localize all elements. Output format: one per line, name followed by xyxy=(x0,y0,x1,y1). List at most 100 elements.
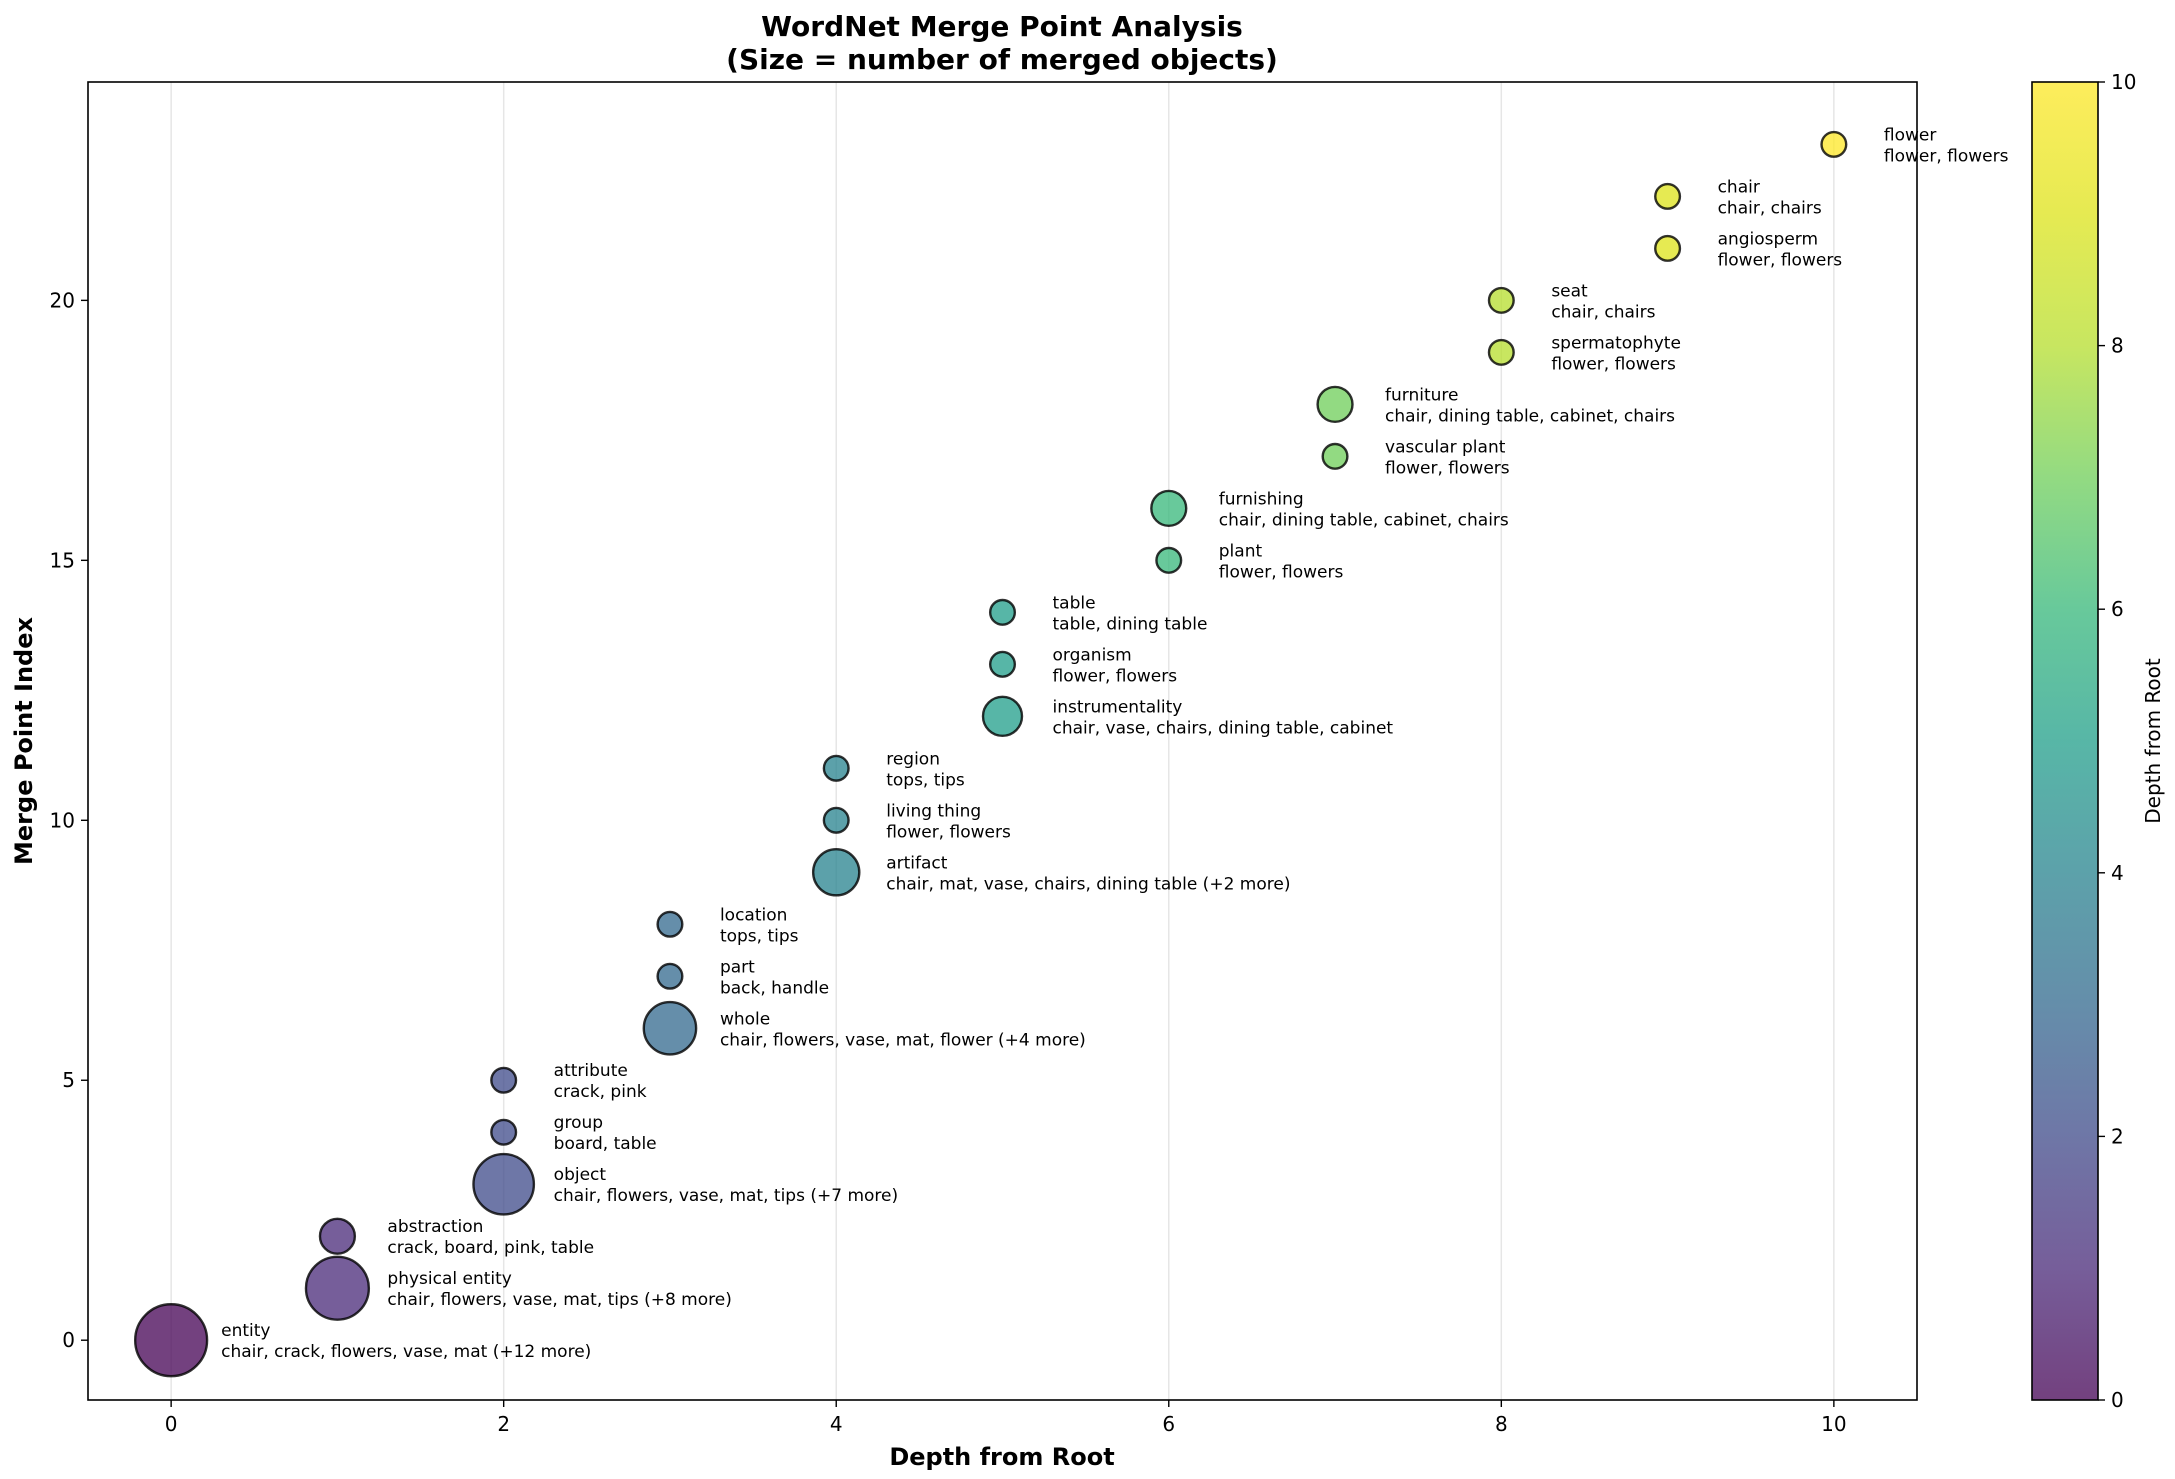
chart-subtitle: (Size = number of merged objects) xyxy=(726,43,1278,76)
point-label-name: chair xyxy=(1718,177,1760,197)
data-point xyxy=(656,962,684,990)
point-label-name: location xyxy=(720,905,787,925)
plot-frame xyxy=(87,81,1918,1401)
point-label-objects: chair, flowers, vase, mat, tips (+7 more… xyxy=(554,1186,898,1206)
point-label-objects: table, dining table xyxy=(1053,614,1208,634)
x-axis-label: Depth from Root xyxy=(889,1443,1114,1471)
point-label-objects: chair, flowers, vase, mat, flower (+4 mo… xyxy=(720,1030,1086,1050)
colorbar-tick-label: 6 xyxy=(2111,597,2124,621)
data-point xyxy=(1487,286,1515,314)
point-label-name: part xyxy=(720,957,755,977)
point-label-name: entity xyxy=(221,1321,270,1341)
data-point xyxy=(1321,442,1349,470)
point-label-name: attribute xyxy=(554,1061,628,1081)
data-point xyxy=(642,1000,698,1056)
x-tick-label: 10 xyxy=(1821,1412,1846,1436)
point-label-objects: tops, tips xyxy=(720,926,799,946)
point-label-name: plant xyxy=(1219,541,1263,561)
point-label-objects: chair, dining table, cabinet, chairs xyxy=(1385,406,1675,426)
point-label-objects: chair, vase, chairs, dining table, cabin… xyxy=(1053,718,1394,738)
x-axis-ticks: 0 2 4 6 8 10 xyxy=(165,1400,1847,1436)
point-label-name: artifact xyxy=(886,853,948,873)
data-point xyxy=(988,598,1017,626)
colorbar-tick-label: 4 xyxy=(2111,861,2124,885)
point-label-objects: flower, flowers xyxy=(1219,562,1344,582)
point-label-name: whole xyxy=(720,1009,770,1029)
y-tick-label: 10 xyxy=(50,808,75,832)
data-point xyxy=(472,1152,536,1216)
data-point xyxy=(304,1255,371,1321)
y-axis-label: Merge Point Index xyxy=(10,616,38,865)
data-point xyxy=(1316,385,1354,423)
point-label-name: angiosperm xyxy=(1718,229,1818,249)
data-point xyxy=(1654,182,1682,210)
data-point xyxy=(981,695,1024,738)
data-point xyxy=(1487,338,1515,366)
colorbar-tick-label: 2 xyxy=(2111,1124,2124,1148)
data-point xyxy=(318,1217,357,1255)
data-point xyxy=(656,910,684,938)
data-point xyxy=(1820,130,1848,158)
point-label-objects: tops, tips xyxy=(886,770,965,790)
point-label-objects: chair, chairs xyxy=(1718,198,1822,218)
y-tick-label: 20 xyxy=(50,288,75,312)
point-label-objects: crack, board, pink, table xyxy=(387,1238,594,1258)
data-point xyxy=(133,1303,209,1378)
point-label-objects: chair, crack, flowers, vase, mat (+12 mo… xyxy=(221,1342,591,1362)
point-label-objects: crack, pink xyxy=(554,1082,647,1102)
colorbar-tick-label: 8 xyxy=(2111,334,2124,358)
x-tick-label: 4 xyxy=(830,1412,843,1436)
point-label-objects: chair, dining table, cabinet, chairs xyxy=(1219,510,1509,530)
chart-title: WordNet Merge Point Analysis xyxy=(761,10,1243,43)
x-tick-label: 6 xyxy=(1162,1412,1175,1436)
y-tick-label: 5 xyxy=(62,1068,75,1092)
data-point xyxy=(811,848,861,897)
y-tick-label: 0 xyxy=(62,1328,75,1352)
point-label-name: organism xyxy=(1053,645,1132,665)
point-label-name: vascular plant xyxy=(1385,437,1506,457)
point-label-name: region xyxy=(886,749,940,769)
point-label-name: object xyxy=(554,1165,607,1185)
point-label-objects: chair, flowers, vase, mat, tips (+8 more… xyxy=(387,1290,731,1310)
point-label-name: flower xyxy=(1884,125,1936,145)
point-label-name: seat xyxy=(1551,281,1588,301)
data-point xyxy=(1150,489,1188,527)
data-point xyxy=(490,1118,518,1146)
point-label-objects: flower, flowers xyxy=(1884,146,2009,166)
point-label-name: physical entity xyxy=(387,1269,511,1289)
point-label-name: group xyxy=(554,1113,603,1133)
data-points xyxy=(133,130,1848,1378)
data-point xyxy=(822,754,850,782)
y-axis-ticks: 0 5 10 15 20 xyxy=(50,288,88,1352)
x-tick-label: 0 xyxy=(165,1412,178,1436)
x-tick-label: 2 xyxy=(497,1412,510,1436)
point-label-objects: flower, flowers xyxy=(1385,458,1510,478)
data-point xyxy=(988,650,1017,678)
colorbar xyxy=(2031,81,2099,1401)
colorbar-tick-label: 10 xyxy=(2111,70,2136,94)
point-label-name: living thing xyxy=(886,801,981,821)
colorbar-label: Depth from Root xyxy=(2141,658,2165,824)
point-label-objects: chair, chairs xyxy=(1551,302,1655,322)
data-point xyxy=(1155,546,1183,574)
point-label-objects: back, handle xyxy=(720,978,829,998)
point-label-objects: chair, mat, vase, chairs, dining table (… xyxy=(886,874,1290,894)
x-tick-label: 8 xyxy=(1495,1412,1508,1436)
colorbar-ticks: 0 2 4 6 8 10 xyxy=(2098,70,2136,1412)
data-point xyxy=(1654,234,1682,262)
point-label-name: instrumentality xyxy=(1053,697,1183,717)
point-label-objects: board, table xyxy=(554,1134,657,1154)
point-label-objects: flower, flowers xyxy=(1718,250,1843,270)
point-label-name: table xyxy=(1053,593,1096,613)
data-point xyxy=(822,806,850,834)
grid-lines xyxy=(170,82,1835,1400)
point-label-objects: flower, flowers xyxy=(886,822,1011,842)
point-label-name: furniture xyxy=(1385,385,1458,405)
point-label-objects: flower, flowers xyxy=(1053,666,1178,686)
data-point xyxy=(490,1066,518,1094)
y-tick-label: 15 xyxy=(50,548,75,572)
point-label-name: spermatophyte xyxy=(1551,333,1681,353)
point-label-name: furnishing xyxy=(1219,489,1304,509)
